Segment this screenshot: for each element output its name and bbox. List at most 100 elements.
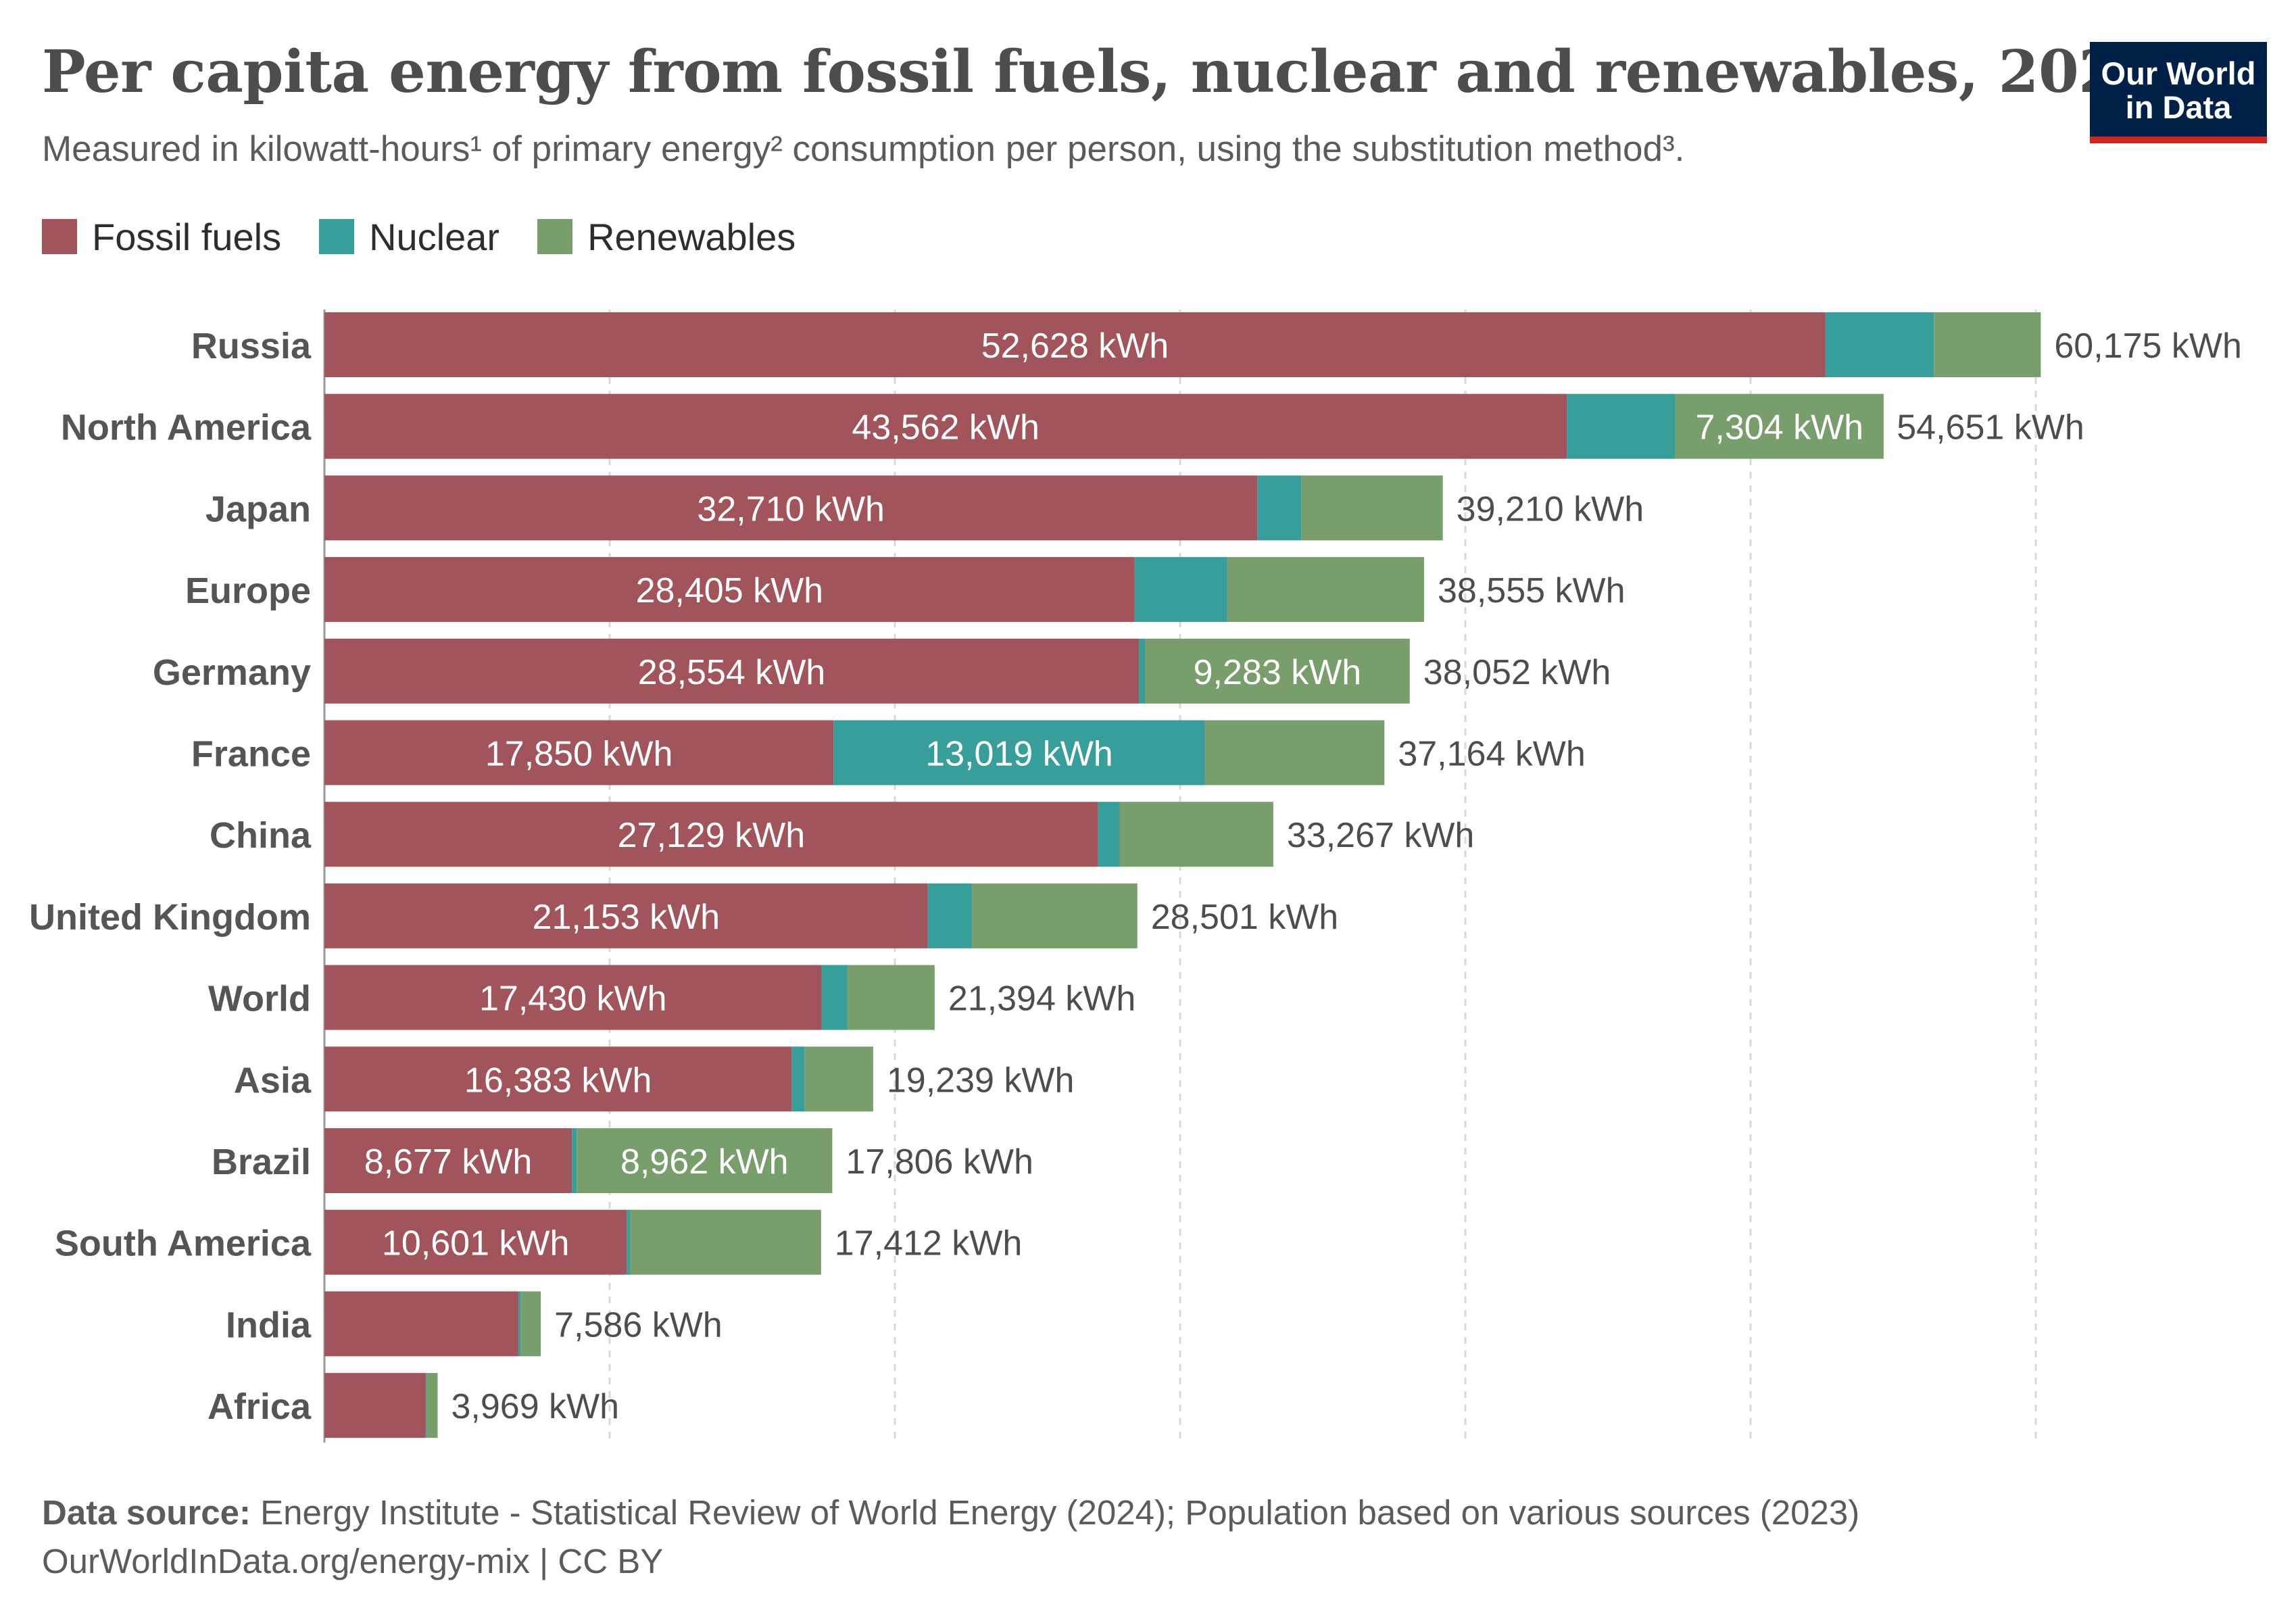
segment-value-label: 28,554 kWh bbox=[638, 653, 826, 692]
category-label: Germany bbox=[153, 652, 311, 693]
total-value-label: 39,210 kWh bbox=[1457, 489, 1644, 529]
bar-segment-renewables[interactable] bbox=[1675, 393, 1884, 459]
total-value-label: 38,052 kWh bbox=[1423, 653, 1611, 692]
segment-value-label: 32,710 kWh bbox=[697, 489, 885, 529]
segment-value-label: 7,304 kWh bbox=[1696, 408, 1864, 447]
bar-segment-nuclear[interactable] bbox=[572, 1128, 577, 1193]
legend-swatch-nuclear bbox=[319, 219, 355, 254]
bar-segment-fossil-fuels[interactable] bbox=[324, 965, 822, 1030]
bar-segment-fossil-fuels[interactable] bbox=[324, 720, 834, 785]
chart-title: Per capita energy from fossil fuels, nuc… bbox=[42, 38, 2159, 106]
segment-value-label: 43,562 kWh bbox=[852, 408, 1040, 447]
category-label: South America bbox=[55, 1224, 312, 1264]
bar-segment-nuclear[interactable] bbox=[1134, 557, 1227, 623]
category-label: Europe bbox=[185, 571, 311, 611]
category-label: Russia bbox=[191, 326, 312, 366]
legend: Fossil fuels Nuclear Renewables bbox=[42, 215, 833, 258]
bar-segment-nuclear[interactable] bbox=[627, 1209, 631, 1275]
bar-segment-fossil-fuels[interactable] bbox=[324, 557, 1135, 623]
bar-segment-renewables[interactable] bbox=[520, 1291, 541, 1357]
bar-segment-fossil-fuels[interactable] bbox=[324, 802, 1098, 867]
segment-value-label: 17,430 kWh bbox=[479, 979, 667, 1019]
total-value-label: 17,806 kWh bbox=[846, 1142, 1033, 1182]
category-label: North America bbox=[61, 408, 312, 448]
segment-value-label: 28,405 kWh bbox=[636, 571, 824, 610]
legend-label-fossil: Fossil fuels bbox=[92, 215, 282, 258]
bar-segment-fossil-fuels[interactable] bbox=[324, 1128, 572, 1193]
category-label: United Kingdom bbox=[29, 897, 311, 938]
total-value-label: 21,394 kWh bbox=[948, 979, 1136, 1019]
bar-segment-nuclear[interactable] bbox=[821, 965, 848, 1030]
legend-swatch-fossil bbox=[42, 219, 77, 254]
bar-segment-nuclear[interactable] bbox=[1138, 638, 1146, 704]
total-value-label: 17,412 kWh bbox=[835, 1224, 1023, 1263]
segment-value-label: 17,850 kWh bbox=[485, 735, 673, 774]
bar-segment-fossil-fuels[interactable] bbox=[324, 883, 928, 948]
segment-value-label: 52,628 kWh bbox=[981, 326, 1169, 366]
bar-segment-nuclear[interactable] bbox=[791, 1046, 805, 1112]
data-source-text: Energy Institute - Statistical Review of… bbox=[260, 1493, 1860, 1532]
source-url[interactable]: OurWorldInData.org/energy-mix | CC BY bbox=[42, 1542, 664, 1580]
bar-segment-renewables[interactable] bbox=[1934, 312, 2041, 377]
bars bbox=[324, 312, 2041, 1438]
segment-value-label: 8,677 kWh bbox=[364, 1142, 533, 1182]
legend-swatch-renewables bbox=[537, 219, 573, 254]
bar-segment-fossil-fuels[interactable] bbox=[324, 393, 1567, 459]
legend-item-renewables[interactable]: Renewables bbox=[537, 215, 796, 259]
category-label: Asia bbox=[234, 1060, 312, 1100]
total-value-label: 28,501 kWh bbox=[1151, 898, 1339, 937]
total-value-label: 19,239 kWh bbox=[887, 1061, 1075, 1100]
legend-item-fossil[interactable]: Fossil fuels bbox=[42, 215, 281, 259]
category-label: France bbox=[191, 734, 311, 775]
bar-segment-nuclear[interactable] bbox=[1567, 393, 1676, 459]
category-label: India bbox=[226, 1305, 312, 1345]
bar-segment-renewables[interactable] bbox=[847, 965, 935, 1030]
total-value-label: 38,555 kWh bbox=[1438, 571, 1626, 610]
total-value-label: 33,267 kWh bbox=[1287, 816, 1475, 855]
total-value-label: 60,175 kWh bbox=[2054, 326, 2242, 366]
bar-segment-nuclear[interactable] bbox=[833, 720, 1205, 785]
bar-segment-renewables[interactable] bbox=[630, 1209, 821, 1275]
total-value-label: 7,586 kWh bbox=[554, 1305, 723, 1345]
total-value-label: 54,651 kWh bbox=[1897, 408, 2084, 447]
bar-segment-renewables[interactable] bbox=[1301, 475, 1443, 541]
bar-segment-fossil-fuels[interactable] bbox=[324, 1046, 792, 1112]
segment-value-label: 13,019 kWh bbox=[925, 735, 1113, 774]
segment-value-label: 27,129 kWh bbox=[618, 816, 806, 855]
segment-value-label: 8,962 kWh bbox=[620, 1142, 789, 1182]
bar-segment-fossil-fuels[interactable] bbox=[324, 1291, 518, 1357]
category-label: World bbox=[208, 979, 311, 1019]
bar-segment-renewables[interactable] bbox=[1204, 720, 1385, 785]
total-value-label: 3,969 kWh bbox=[451, 1387, 619, 1426]
bar-segment-renewables[interactable] bbox=[1227, 557, 1425, 623]
bar-segment-fossil-fuels[interactable] bbox=[324, 475, 1258, 541]
legend-item-nuclear[interactable]: Nuclear bbox=[319, 215, 499, 259]
bar-segment-nuclear[interactable] bbox=[1257, 475, 1302, 541]
bar-segment-renewables[interactable] bbox=[1145, 638, 1410, 704]
logo-line-2: in Data bbox=[2125, 89, 2232, 125]
segment-value-label: 21,153 kWh bbox=[533, 898, 720, 937]
bar-segment-fossil-fuels[interactable] bbox=[324, 312, 1826, 377]
bar-segment-renewables[interactable] bbox=[1119, 802, 1273, 867]
owid-logo[interactable]: Our World in Data bbox=[2090, 42, 2267, 143]
segment-value-label: 10,601 kWh bbox=[382, 1224, 570, 1263]
bar-segment-nuclear[interactable] bbox=[518, 1291, 521, 1357]
bar-segment-renewables[interactable] bbox=[426, 1373, 438, 1438]
data-source-label: Data source: bbox=[42, 1493, 251, 1532]
bar-segment-fossil-fuels[interactable] bbox=[324, 1209, 627, 1275]
legend-label-renewables: Renewables bbox=[587, 215, 796, 258]
segment-value-label: 9,283 kWh bbox=[1194, 653, 1362, 692]
chart-subtitle: Measured in kilowatt-hours¹ of primary e… bbox=[42, 129, 1685, 169]
bar-segment-nuclear[interactable] bbox=[1825, 312, 1934, 377]
category-label: China bbox=[210, 815, 312, 856]
bar-segment-renewables[interactable] bbox=[804, 1046, 873, 1112]
bar-segment-renewables[interactable] bbox=[972, 883, 1138, 948]
bar-segment-nuclear[interactable] bbox=[1098, 802, 1120, 867]
bar-segment-renewables[interactable] bbox=[577, 1128, 833, 1193]
bar-segment-nuclear[interactable] bbox=[927, 883, 973, 948]
bar-segment-fossil-fuels[interactable] bbox=[324, 1373, 426, 1438]
logo-line-1: Our World bbox=[2101, 55, 2256, 91]
category-label: Africa bbox=[207, 1386, 312, 1427]
bar-segment-fossil-fuels[interactable] bbox=[324, 638, 1139, 704]
